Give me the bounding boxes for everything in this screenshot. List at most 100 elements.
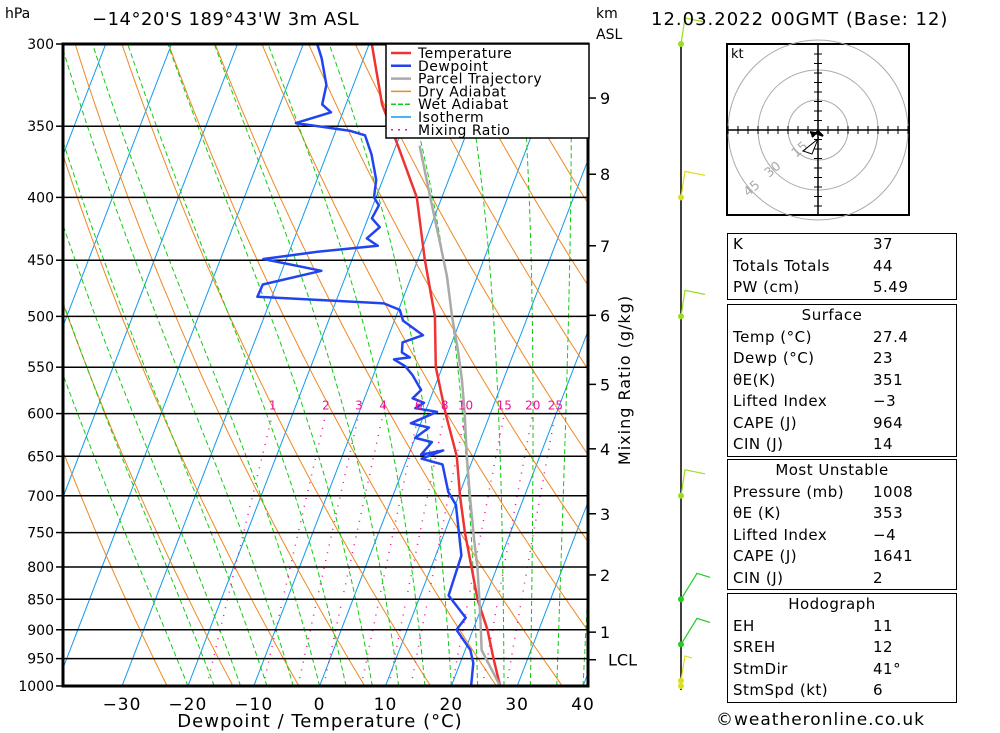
legend-label: Dewpoint	[418, 59, 489, 75]
wind-level-dot	[678, 682, 684, 689]
pressure-tick-label: 650	[27, 449, 54, 465]
stat-row: Dewp (°C) 23	[733, 349, 894, 367]
location-title: −14°20'S 189°43'W 3m ASL	[92, 9, 360, 30]
wind-barb-icon	[680, 617, 711, 645]
height-unit-asl: ASL	[596, 27, 623, 43]
height-tick-label: 8	[600, 165, 610, 184]
height-unit: km	[596, 6, 618, 22]
mixing-ratio-line	[206, 413, 274, 686]
temperature-axis: −30 −20 −10 0 10 20 30 40	[103, 695, 594, 715]
mixing-ratio-label: 25	[548, 399, 563, 413]
pressure-tick-label: 400	[27, 190, 54, 206]
legend-label: Isotherm	[418, 110, 484, 126]
hodograph-unit: kt	[731, 47, 744, 62]
wet-adiabat-line	[267, 44, 426, 686]
isotherm-line	[319, 44, 568, 686]
height-tick-label: 6	[600, 306, 610, 325]
wind-barb-icon	[680, 289, 706, 317]
stat-row: CIN (J) 2	[733, 568, 884, 587]
wet-adiabat-line	[582, 580, 588, 686]
wet-adiabat-line	[127, 44, 347, 686]
wet-adiabat-line	[167, 44, 373, 686]
pressure-tick-label: 900	[27, 623, 54, 639]
wet-adiabat-line	[63, 139, 268, 686]
dry-adiabat-line	[214, 44, 563, 686]
parcel-trajectory-line	[418, 145, 502, 686]
height-tick-label: 1	[600, 623, 610, 642]
pressure-tick-label: 350	[27, 119, 54, 135]
mixing-ratio-line	[322, 413, 384, 686]
mixing-ratio-line	[297, 413, 360, 686]
pressure-tick-label: 800	[27, 560, 54, 576]
stat-row: SREH 12	[733, 638, 894, 656]
wet-adiabat-line	[63, 47, 294, 686]
wet-adiabat-line	[394, 44, 479, 686]
hodograph-panel: Hodograph EH 11 SREH 12 StmDir 41° StmSpd (…	[727, 593, 957, 703]
legend-label: Temperature	[417, 46, 512, 62]
wet-adiabat-line	[460, 44, 505, 686]
stat-row: Lifted Index −3	[733, 392, 897, 410]
pressure-tick-label: 450	[27, 253, 54, 269]
stat-row: CAPE (J) 1641	[733, 547, 914, 565]
pressure-tick-label: 1000	[18, 679, 54, 695]
pressure-tick-label: 300	[27, 37, 54, 53]
mixing-ratio-label: 3	[355, 399, 363, 413]
stat-row: θE (K) 353	[733, 504, 904, 522]
pressure-tick-label: 500	[27, 309, 54, 325]
wind-profile	[678, 17, 711, 690]
temperature-tick-label: −10	[234, 695, 273, 715]
isotherm-line	[63, 44, 107, 157]
height-axis: 9 8 7 6 5 4 3 2 1 LCL	[588, 89, 637, 670]
wet-adiabat-line	[556, 44, 572, 686]
legend-label: Wet Adiabat	[418, 97, 509, 113]
dry-adiabat-line	[448, 44, 588, 287]
wind-barb-icon	[680, 469, 706, 496]
pressure-tick-label: 750	[27, 526, 54, 542]
pressure-tick-label: 600	[27, 407, 54, 423]
height-tick-label: 7	[600, 237, 610, 256]
dry-adiabat-line	[74, 44, 366, 686]
wet-adiabat-line	[328, 44, 452, 686]
pressure-tick-label: 700	[27, 489, 54, 505]
mixing-ratio-line	[388, 413, 446, 686]
height-tick-label: LCL	[608, 651, 637, 670]
mixing-ratio-label: 8	[441, 399, 449, 413]
mixing-ratio-labels: 1 2 3 4 6 8 10 15 20 25	[269, 399, 563, 413]
wind-level-dot	[678, 677, 684, 684]
temperature-tick-label: −20	[168, 695, 207, 715]
height-tick-label: 5	[600, 375, 610, 394]
hodograph-title: Hodograph	[788, 595, 876, 613]
wind-barb-icon	[680, 572, 711, 600]
copyright-footer[interactable]: ©weatheronline.co.uk	[716, 710, 926, 730]
mixing-ratio-label: 15	[497, 399, 512, 413]
hodograph: kt 15 30 45	[726, 39, 910, 221]
dry-adiabat-line	[962, 44, 1000, 686]
stat-row: θE(K) 351	[733, 370, 904, 389]
wind-barb-icon	[680, 170, 706, 198]
mixing-ratio-label: 1	[269, 399, 277, 413]
mixing-ratio-label: 2	[322, 399, 330, 413]
dry-adiabat-line	[63, 449, 168, 686]
temperature-tick-label: 0	[314, 695, 326, 715]
stat-row-totals: Totals Totals 44	[733, 256, 894, 275]
mixing-ratio-line	[262, 413, 327, 686]
temperature-tick-label: 20	[439, 695, 463, 715]
stat-row: CIN (J) 14	[733, 435, 894, 453]
stat-row: CAPE (J) 964	[733, 413, 904, 432]
dry-adiabat-line	[261, 44, 588, 632]
stat-row: StmSpd (kt) 6	[733, 681, 884, 699]
mixing-ratio-label: 4	[379, 399, 387, 413]
height-tick-label: 9	[600, 89, 610, 108]
height-tick-label: 3	[600, 505, 610, 524]
dewpoint-line	[256, 44, 475, 686]
pressure-tick-label: 950	[27, 652, 54, 668]
pressure-unit: hPa	[5, 6, 31, 22]
most-unstable-panel: Most Unstable Pressure (mb) 1008 θE (K) 35…	[727, 459, 957, 590]
pressure-tick-label: 850	[27, 592, 54, 608]
isotherm-line	[385, 158, 588, 686]
temperature-tick-label: 30	[505, 695, 529, 715]
stat-row: Temp (°C) 27.4	[733, 327, 909, 346]
wet-adiabat-line	[519, 44, 534, 686]
